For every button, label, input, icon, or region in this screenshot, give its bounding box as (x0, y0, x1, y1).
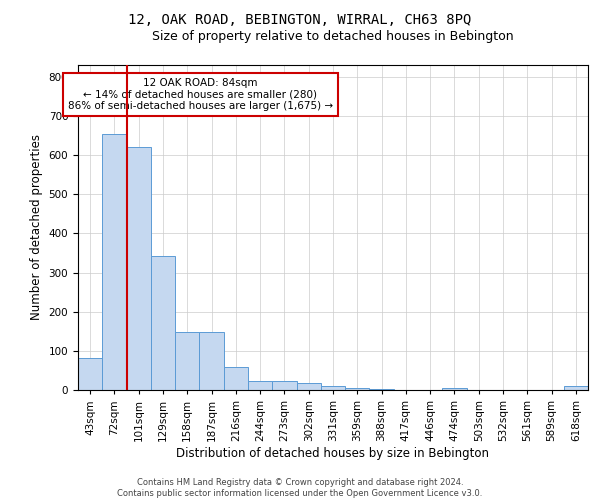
Bar (151, 256, 175, 390)
Bar (199, 332, 224, 390)
Bar (175, 332, 199, 390)
Bar (296, 383, 321, 390)
Text: Contains HM Land Registry data © Crown copyright and database right 2024.
Contai: Contains HM Land Registry data © Crown c… (118, 478, 482, 498)
Bar (78, 358, 102, 390)
Bar (564, 386, 588, 390)
Bar (102, 134, 127, 390)
X-axis label: Distribution of detached houses by size in Bebington: Distribution of detached houses by size … (176, 446, 490, 460)
Bar (370, 389, 394, 390)
Text: 12, OAK ROAD, BEBINGTON, WIRRAL, CH63 8PQ: 12, OAK ROAD, BEBINGTON, WIRRAL, CH63 8P… (128, 12, 472, 26)
Bar (272, 382, 296, 390)
Bar (127, 147, 151, 390)
Text: 12 OAK ROAD: 84sqm
← 14% of detached houses are smaller (280)
86% of semi-detach: 12 OAK ROAD: 84sqm ← 14% of detached hou… (68, 78, 333, 111)
Bar (248, 382, 272, 390)
Bar (345, 388, 370, 390)
Bar (224, 366, 248, 390)
Title: Size of property relative to detached houses in Bebington: Size of property relative to detached ho… (152, 30, 514, 43)
Y-axis label: Number of detached properties: Number of detached properties (30, 134, 43, 320)
Bar (321, 386, 345, 390)
Bar (442, 388, 467, 390)
